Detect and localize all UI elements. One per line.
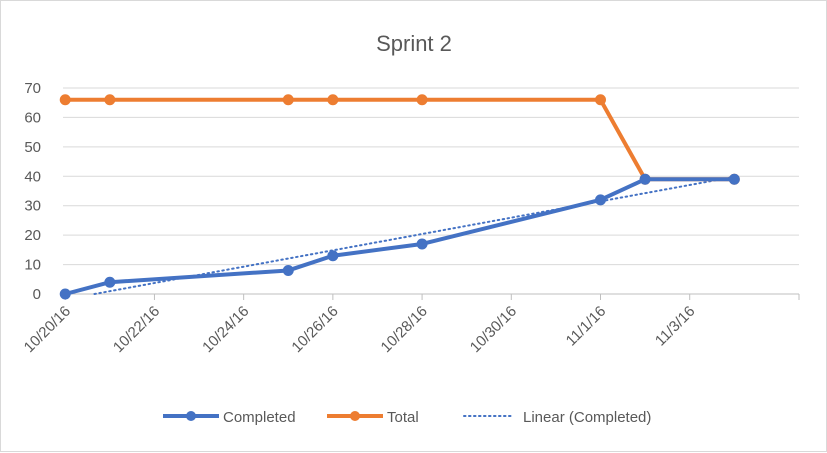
legend-marker	[186, 411, 196, 421]
x-tick-label: 11/1/16	[563, 303, 610, 350]
data-point-total	[104, 94, 116, 106]
data-point-completed	[595, 194, 607, 206]
y-tick-label: 50	[24, 139, 41, 156]
data-point-completed	[104, 276, 116, 288]
data-point-total	[327, 94, 339, 106]
data-point-total	[595, 94, 607, 106]
chart-title: Sprint 2	[376, 31, 452, 56]
series-line-completed	[63, 177, 737, 296]
y-tick-label: 60	[24, 109, 41, 126]
data-point-completed	[728, 173, 740, 185]
y-tick-label: 20	[24, 227, 41, 244]
x-tick-label: 10/20/16	[21, 303, 74, 356]
y-tick-label: 30	[24, 198, 41, 215]
legend-label: Total	[387, 409, 419, 426]
data-point-total	[416, 94, 428, 106]
data-point-completed	[59, 288, 71, 300]
legend-marker	[350, 411, 360, 421]
x-tick-label: 10/22/16	[110, 303, 163, 356]
series-layer	[59, 94, 740, 300]
data-point-total	[59, 94, 71, 106]
y-tick-label: 10	[24, 257, 41, 274]
data-point-completed	[282, 264, 294, 276]
y-tick-label: 40	[24, 168, 41, 185]
x-tick-label: 10/26/16	[288, 303, 341, 356]
legend-label: Completed	[223, 409, 296, 426]
grid-lines	[63, 87, 799, 266]
data-point-completed	[327, 250, 339, 262]
data-point-completed	[639, 173, 651, 185]
data-point-completed	[416, 238, 428, 250]
x-tick-label: 11/3/16	[652, 303, 699, 350]
x-tick-label: 10/30/16	[467, 303, 520, 356]
data-point-total	[282, 94, 294, 106]
x-tick-label: 10/24/16	[199, 303, 252, 356]
x-tick-label: 10/28/16	[378, 303, 431, 356]
legend: Completed Total Linear (Completed)	[163, 409, 651, 426]
axes: 0 10 20 30 40 50 60 70 10/20/16 10/22/16 10/24/16 1…	[21, 80, 800, 356]
series-line-total	[63, 97, 737, 182]
y-tick-label: 70	[24, 80, 41, 97]
y-tick-label: 0	[33, 286, 41, 303]
trendline-linear-completed	[93, 175, 736, 295]
legend-label: Linear (Completed)	[523, 409, 651, 426]
